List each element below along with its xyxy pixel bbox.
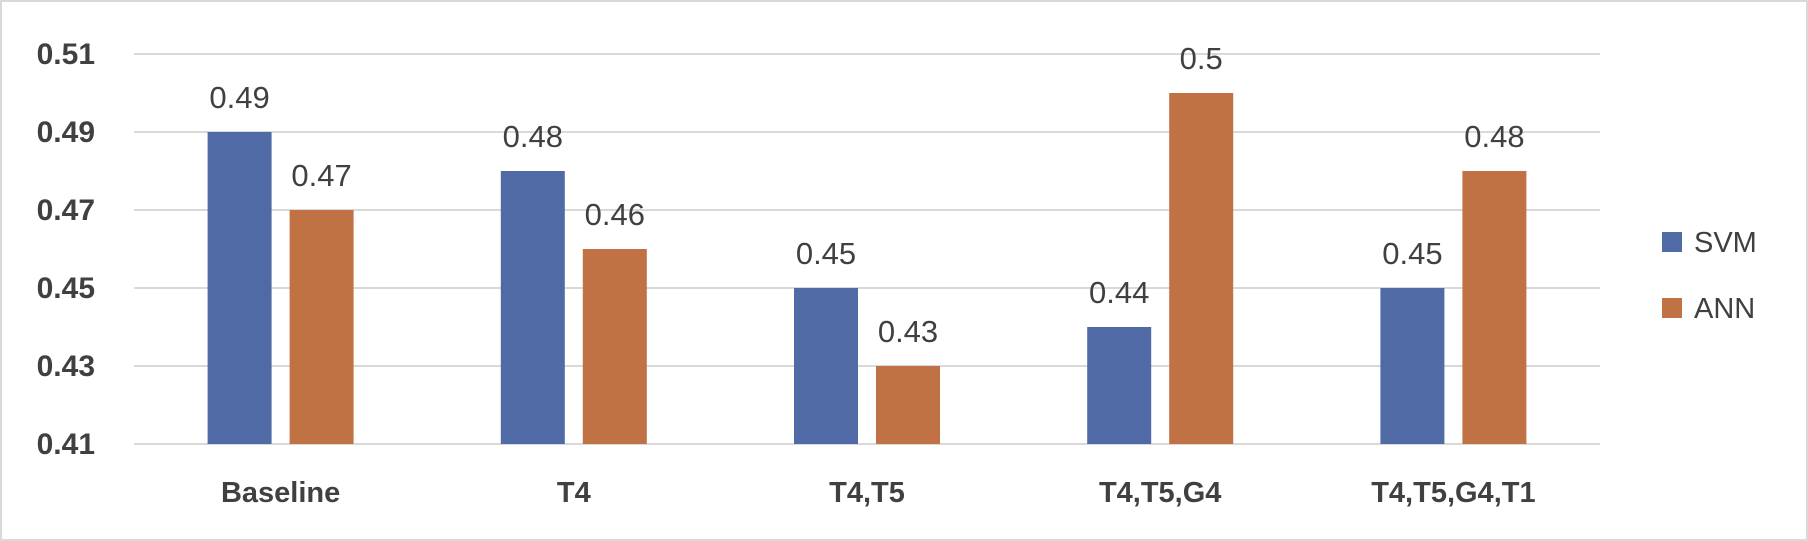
data-label: 0.45: [1382, 236, 1442, 271]
data-labels: 0.49 0.47 0.48 0.46 0.45 0.43 0.44 0.5 0.45 0.48: [209, 41, 1524, 349]
x-tick-label: T4,T5: [829, 477, 905, 509]
bar-ann: [1462, 171, 1527, 444]
bar-svm: [207, 132, 272, 444]
bar-ann: [582, 249, 647, 444]
bar-ann: [876, 366, 940, 444]
legend: SVM ANN: [1662, 227, 1757, 325]
y-tick-label: 0.51: [37, 38, 95, 71]
bar-ann: [289, 210, 354, 444]
x-tick-label: Baseline: [221, 477, 340, 509]
data-label: 0.5: [1180, 41, 1223, 76]
legend-swatch: [1662, 232, 1682, 252]
legend-swatch: [1662, 298, 1682, 318]
data-label: 0.49: [209, 80, 269, 115]
legend-label: ANN: [1694, 293, 1755, 325]
y-tick-label: 0.49: [37, 116, 95, 149]
y-tick-label: 0.41: [37, 428, 95, 461]
y-tick-label: 0.45: [37, 272, 95, 305]
bar-ann: [1169, 93, 1234, 444]
data-label: 0.48: [1464, 119, 1524, 154]
x-tick-label: T4: [557, 477, 591, 509]
bar-svm: [1380, 288, 1445, 444]
bars: [207, 93, 1527, 444]
data-label: 0.46: [585, 197, 645, 232]
y-tick-label: 0.47: [37, 194, 95, 227]
x-axis-tick-labels: Baseline T4 T4,T5 T4,T5,G4 T4,T5,G4,T1: [221, 477, 1536, 509]
legend-label: SVM: [1694, 227, 1757, 259]
bar-svm: [500, 171, 565, 444]
data-label: 0.45: [796, 236, 856, 271]
data-label: 0.44: [1089, 275, 1149, 310]
data-label: 0.43: [878, 314, 938, 349]
y-axis-tick-labels: 0.41 0.43 0.45 0.47 0.49 0.51: [37, 38, 95, 461]
data-label: 0.48: [503, 119, 563, 154]
x-tick-label: T4,T5,G4: [1099, 477, 1222, 509]
y-tick-label: 0.43: [37, 350, 95, 383]
bar-svm: [794, 288, 858, 444]
bar-svm: [1087, 327, 1152, 444]
data-label: 0.47: [291, 158, 351, 193]
gridlines: [134, 53, 1600, 445]
x-tick-label: T4,T5,G4,T1: [1371, 477, 1535, 509]
